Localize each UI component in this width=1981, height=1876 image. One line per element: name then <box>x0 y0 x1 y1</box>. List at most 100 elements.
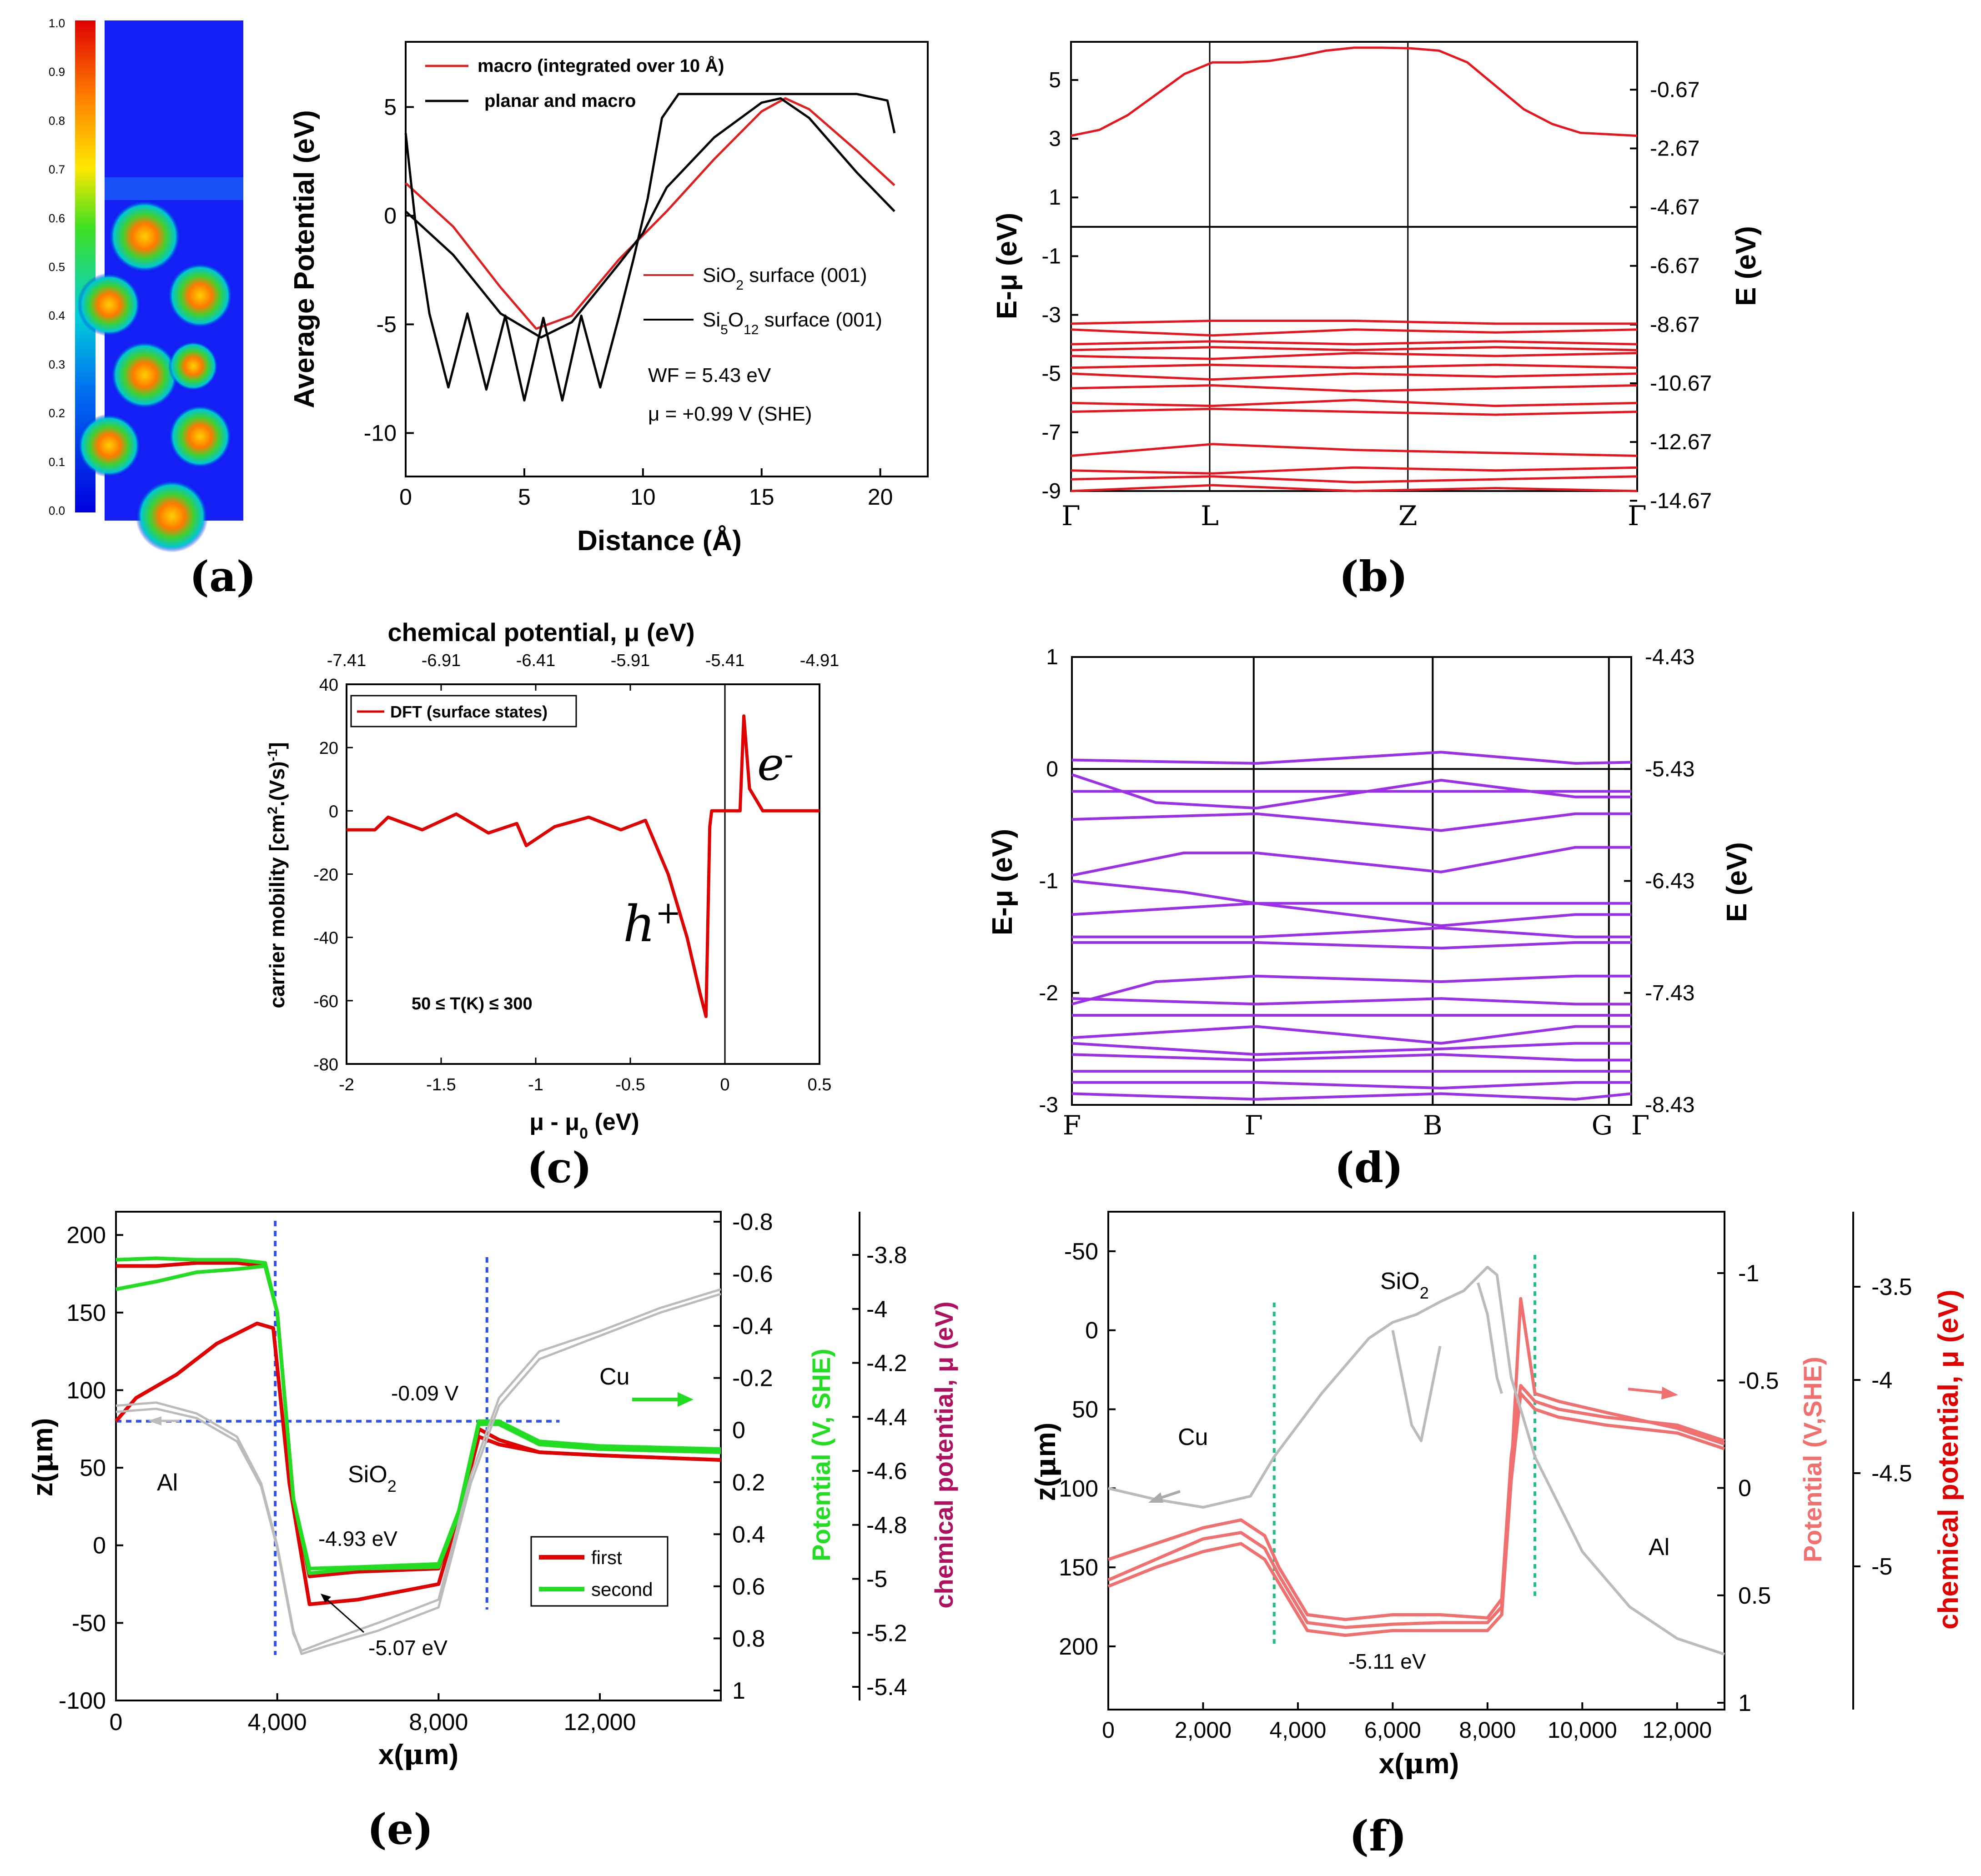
panel-f: 0 2,000 4,000 6,000 8,000 10,000 12,000-500501… <box>1029 1211 1964 1861</box>
y3-tick-label: -5.2 <box>866 1620 907 1646</box>
y-tick-label: -100 <box>59 1688 106 1714</box>
band-line-13 <box>1071 1042 1631 1056</box>
kpoint-label: Γ <box>1061 500 1081 532</box>
c-ylabel: carrier mobility [cm2.(Vs)-1] <box>265 742 289 1008</box>
y2-tick-label: -0.67 <box>1650 78 1699 102</box>
band-line-0 <box>1071 46 1638 137</box>
panel-b: Γ L Z Γ 5 -0.67 3 -2.67 1 -4.67 -1 -6.67 -3 -8.67 -5 -1… <box>991 41 1762 601</box>
y2-tick-label: -14.67 <box>1650 489 1712 513</box>
d-ylabel-right: E (eV) <box>1721 842 1753 922</box>
y-tick-label: 50 <box>80 1455 106 1481</box>
y2-tick-label: -8.43 <box>1645 1093 1694 1117</box>
y2-tick-label: -5.43 <box>1645 757 1694 781</box>
y-tick-label: 0 <box>93 1533 106 1559</box>
region-sio2-f: SiO2 <box>1380 1268 1429 1302</box>
panel-d: F Γ B G Γ1 -4.430 -5.43-1 -6.43-2 -7.43-3 -8.43 E… <box>987 645 1753 1192</box>
y2-tick-label: 0 <box>732 1417 745 1444</box>
region-cu-f: Cu <box>1178 1424 1208 1450</box>
kpoint-label: Γ <box>1245 1110 1263 1141</box>
x-tick-label: 2,000 <box>1175 1717 1232 1743</box>
y-tick-label: 0 <box>329 802 338 821</box>
colorbar-tick-label: 0.3 <box>49 357 65 371</box>
y3-tick-label: -3.8 <box>866 1242 907 1269</box>
y2-tick-label: -4.67 <box>1650 196 1699 220</box>
legend-first: first <box>591 1547 622 1568</box>
density-blob <box>77 414 141 477</box>
x-tick-label: 15 <box>749 484 774 510</box>
annotation-507ev: -5.07 eV <box>368 1636 447 1660</box>
y2-tick-label: -10.67 <box>1650 371 1712 396</box>
b-ylabel: E-μ (eV) <box>991 213 1023 319</box>
band-line-8 <box>1071 384 1638 392</box>
plot-a: 0 5 10 15 20 5 0 -5 -10 <box>364 93 896 510</box>
band-line-12 <box>1071 1025 1631 1045</box>
density-blob <box>168 341 218 391</box>
y-tick-label: 150 <box>66 1300 106 1326</box>
x-tick-label: -2 <box>339 1075 354 1094</box>
legend-planar: planar and macro <box>484 91 636 111</box>
x-tick-label: 8,000 <box>409 1709 468 1736</box>
series-line-2 <box>404 93 896 402</box>
series-line-4 <box>1391 1330 1442 1442</box>
y-tick-label: 100 <box>1059 1475 1098 1502</box>
y-tick-label: -2 <box>1039 981 1058 1005</box>
y2-tick-label: 0.2 <box>732 1470 765 1496</box>
panel-label-d: (d) <box>1334 1143 1403 1192</box>
band-line-16 <box>1072 1081 1631 1090</box>
colorbar-tick-label: 0.7 <box>49 163 65 176</box>
d-ylabel: E-μ (eV) <box>987 829 1018 935</box>
region-al: Al <box>157 1470 178 1496</box>
kpoint-label: Z <box>1398 500 1418 532</box>
band-line-6 <box>1071 363 1638 369</box>
y2-tick-label: -0.2 <box>732 1365 773 1392</box>
x-tick-label: 0.5 <box>808 1075 832 1094</box>
density-blob <box>108 200 181 273</box>
e-ylabel3: chemical potential, μ (eV) <box>930 1301 958 1608</box>
arrow-head-icon <box>321 1594 331 1603</box>
x-tick-label: -1.5 <box>426 1075 456 1094</box>
x-tick-label: 0 <box>110 1709 123 1736</box>
colorbar-tick-label: 0.6 <box>49 211 65 225</box>
legend-box <box>530 1536 669 1607</box>
y3-tick-label: -4.5 <box>1871 1460 1912 1487</box>
y-tick-label: 200 <box>66 1222 106 1249</box>
e-ylabel: z(μm) <box>26 1418 59 1497</box>
annotation-arrow <box>322 1595 364 1633</box>
annotation-temp: 50 ≤ T(K) ≤ 300 <box>412 994 533 1013</box>
y2-tick-label: 0 <box>1738 1475 1751 1502</box>
band-line-3 <box>1071 340 1638 346</box>
y2-tick-label: -0.6 <box>732 1261 773 1288</box>
colorbar-tick-label: 1.0 <box>49 16 65 30</box>
left-arrow-icon-f <box>1148 1492 1163 1503</box>
plot-c: -2 -7.41 -1.5 -6.91 -1 -6.41 -0.5 -5.91 0 -5.41 0.… <box>313 651 839 1094</box>
annotation-electron: e- <box>757 737 793 791</box>
y3-tick-label: -3.5 <box>1871 1274 1912 1300</box>
x-top-tick-label: -4.91 <box>800 651 840 670</box>
y2-tick-label: -4.43 <box>1645 645 1694 669</box>
y-tick-label: 1 <box>1046 645 1058 669</box>
y-tick-label: -50 <box>1064 1239 1098 1265</box>
y-tick-label: 20 <box>319 739 338 758</box>
band-line-10 <box>1071 407 1638 416</box>
c-legend: DFT (surface states) <box>350 695 577 727</box>
a-xlabel: Distance (Å) <box>577 525 742 557</box>
y2-tick-label: -7.43 <box>1645 981 1694 1005</box>
band-line-7 <box>1072 926 1631 938</box>
panel-label-c: (c) <box>527 1143 592 1192</box>
left-arrow-icon <box>148 1416 161 1425</box>
legend-macro: macro (integrated over 10 Å) <box>478 55 724 76</box>
y-tick-label: 150 <box>1059 1555 1098 1581</box>
legend-box <box>350 695 577 727</box>
series-line-2 <box>116 1256 721 1575</box>
y2-tick-label: 0.8 <box>732 1625 765 1652</box>
y-tick-label: 0 <box>384 203 397 228</box>
a-ylabel: Average Potential (eV) <box>289 110 320 408</box>
c-xlabel-top: chemical potential, μ (eV) <box>387 618 694 647</box>
kpoint-label: G <box>1592 1110 1613 1141</box>
band-line-5 <box>1071 879 1631 905</box>
annotation-wf: WF = 5.43 eV <box>648 364 771 386</box>
legend-dft: DFT (surface states) <box>390 702 548 721</box>
y3-tick-label: -5 <box>866 1566 887 1593</box>
y-tick-label: -20 <box>313 866 338 885</box>
x-tick-label: 20 <box>868 484 893 510</box>
